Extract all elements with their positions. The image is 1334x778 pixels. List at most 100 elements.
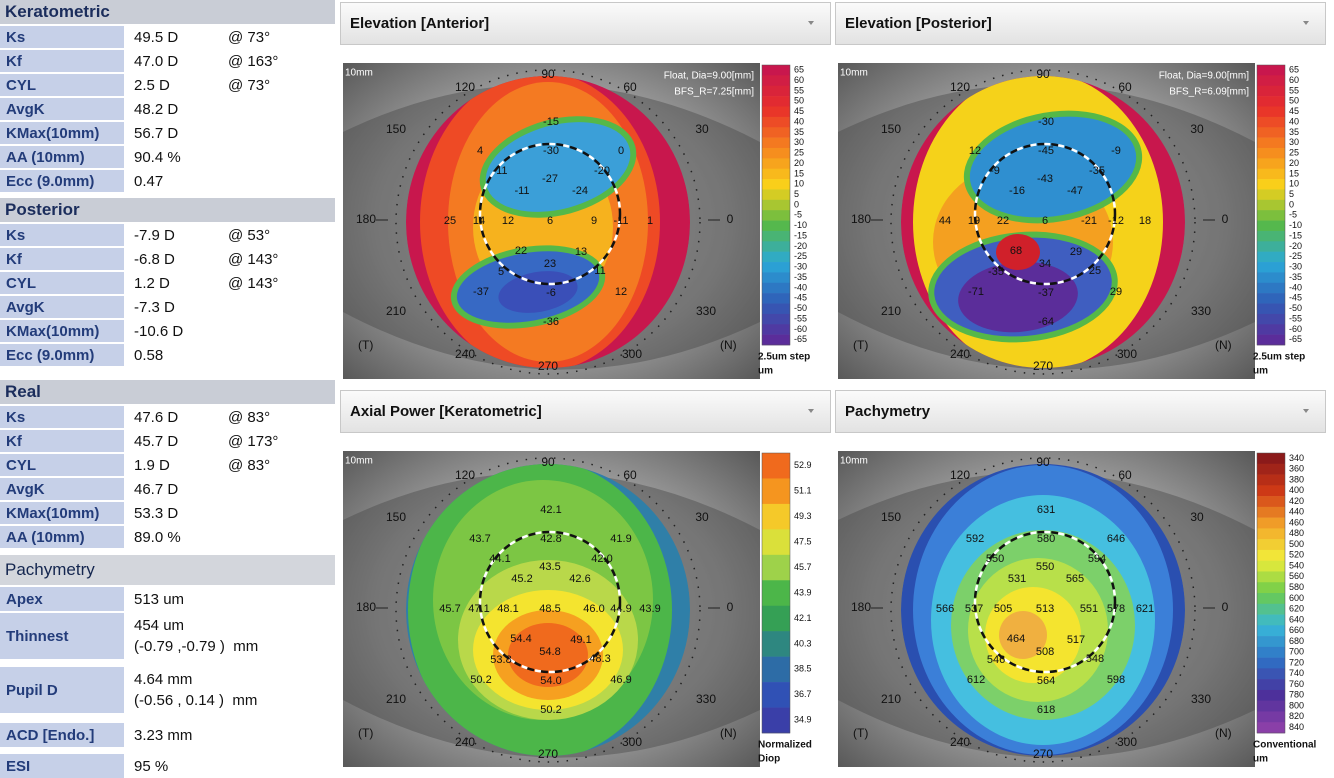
scale-size: 10mm	[840, 456, 868, 467]
map-value: 9	[591, 215, 597, 227]
map-value: 47.1	[468, 603, 489, 615]
scale-label: 10	[794, 179, 804, 189]
data-row: Kf-6.8 D@ 143°	[0, 248, 335, 270]
map-value: 550	[986, 553, 1004, 565]
scale-swatch	[762, 86, 790, 97]
scale-label: 660	[1289, 625, 1304, 635]
row-label: Kf	[0, 430, 124, 452]
scale-label: 540	[1289, 560, 1304, 570]
angle-label: 300	[1117, 347, 1137, 361]
row-angle: @ 73°	[224, 26, 335, 48]
scale-label: 60	[794, 75, 804, 85]
row-value: -10.6 D	[124, 320, 224, 342]
scale-swatch	[1257, 722, 1285, 733]
scale-label: -20	[1289, 241, 1302, 251]
scale-swatch	[1257, 475, 1285, 486]
map-value: 18	[1139, 215, 1151, 227]
map-value: 29	[1110, 286, 1122, 298]
scale-label: -50	[794, 303, 807, 313]
row-label: ACD [Endo.]	[0, 723, 124, 747]
value-line: (-0.56 , 0.14 ) mm	[134, 690, 335, 711]
scale-swatch	[1257, 221, 1285, 232]
scale-label: 700	[1289, 647, 1304, 657]
scale-swatch	[1257, 539, 1285, 550]
scale-label: -15	[1289, 230, 1302, 240]
map-value: 5	[498, 266, 504, 278]
data-row: CYL1.9 D@ 83°	[0, 454, 335, 476]
data-row: Ks-7.9 D@ 53°	[0, 224, 335, 246]
map-value: 25	[444, 215, 456, 227]
scale-label: 65	[1289, 65, 1299, 75]
scale-swatch	[1257, 138, 1285, 149]
map-value: 550	[1036, 561, 1054, 573]
scale-label: 0	[794, 199, 799, 209]
scale-unit: 2.5um step	[1253, 352, 1305, 363]
row-angle: @ 173°	[224, 430, 335, 452]
scale-label: 34.9	[794, 715, 812, 725]
row-label: AvgK	[0, 478, 124, 500]
scale-label: 40	[794, 116, 804, 126]
row-label: Kf	[0, 248, 124, 270]
angle-label: 0	[727, 600, 734, 614]
scale-swatch	[1257, 86, 1285, 97]
scale-swatch	[1257, 324, 1285, 335]
map-value: -27	[542, 173, 558, 185]
scale-label: 50	[1289, 96, 1299, 106]
map-value: 46.0	[583, 603, 604, 615]
scale-label: 55	[1289, 85, 1299, 95]
map-info: Float, Dia=9.00[mm]	[1159, 71, 1250, 82]
scale-label: -25	[1289, 251, 1302, 261]
angle-label: 240	[950, 347, 970, 361]
map-value: 508	[1036, 646, 1054, 658]
scale-label: 640	[1289, 614, 1304, 624]
map-value: 43.5	[539, 561, 560, 573]
map-info: Float, Dia=9.00[mm]	[664, 71, 755, 82]
scale-swatch	[1257, 679, 1285, 690]
map-value: 580	[1037, 533, 1055, 545]
row-angle: @ 163°	[224, 50, 335, 72]
side-label: (N)	[720, 726, 737, 740]
scale-swatch	[762, 708, 790, 734]
side-label: (N)	[720, 338, 737, 352]
data-row: Kf47.0 D@ 163°	[0, 50, 335, 72]
row-label: AA (10mm)	[0, 526, 124, 548]
scale-label: -30	[794, 262, 807, 272]
body: KeratometricKs49.5 D@ 73°Kf47.0 D@ 163°C…	[0, 0, 1334, 776]
scale-swatch	[1257, 636, 1285, 647]
map-value: -11	[492, 165, 507, 177]
angle-label: 90	[1036, 67, 1050, 81]
scale-swatch	[762, 580, 790, 606]
section-title: Keratometric	[0, 0, 335, 24]
scale-swatch	[1257, 711, 1285, 722]
map-value: 44.9	[610, 603, 631, 615]
row-value: 46.7 D	[124, 478, 224, 500]
scale-swatch	[1257, 604, 1285, 615]
map-value: -16	[1009, 185, 1025, 197]
map-value: -11	[514, 185, 529, 197]
scale-label: -65	[794, 334, 807, 344]
scale-swatch	[1257, 335, 1285, 346]
map-value: -11	[613, 215, 628, 227]
map-value: 53.8	[490, 654, 511, 666]
scale-label: 600	[1289, 593, 1304, 603]
map-value: -30	[1038, 116, 1054, 128]
scale-label: -40	[794, 282, 807, 292]
value-line: 454 um	[134, 615, 335, 636]
scale-label: 52.9	[794, 460, 812, 470]
scale-swatch	[762, 314, 790, 325]
scale-swatch	[1257, 701, 1285, 712]
panel-section: PosteriorKs-7.9 D@ 53°Kf-6.8 D@ 143°CYL1…	[0, 198, 335, 366]
section-title: Posterior	[0, 198, 335, 222]
row-value: 4.64 mm(-0.56 , 0.14 ) mm	[124, 667, 335, 713]
map-value: -15	[543, 116, 559, 128]
angle-label: 270	[538, 747, 558, 761]
scale-label: 20	[1289, 158, 1299, 168]
scale-size: 10mm	[345, 68, 373, 79]
scale-unit: 2.5um step	[758, 352, 810, 363]
map-value: -36	[543, 316, 559, 328]
scale-swatch	[1257, 550, 1285, 561]
scale-label: -55	[1289, 313, 1302, 323]
row-value: 47.6 D	[124, 406, 224, 428]
map-value: -9	[990, 165, 1000, 177]
